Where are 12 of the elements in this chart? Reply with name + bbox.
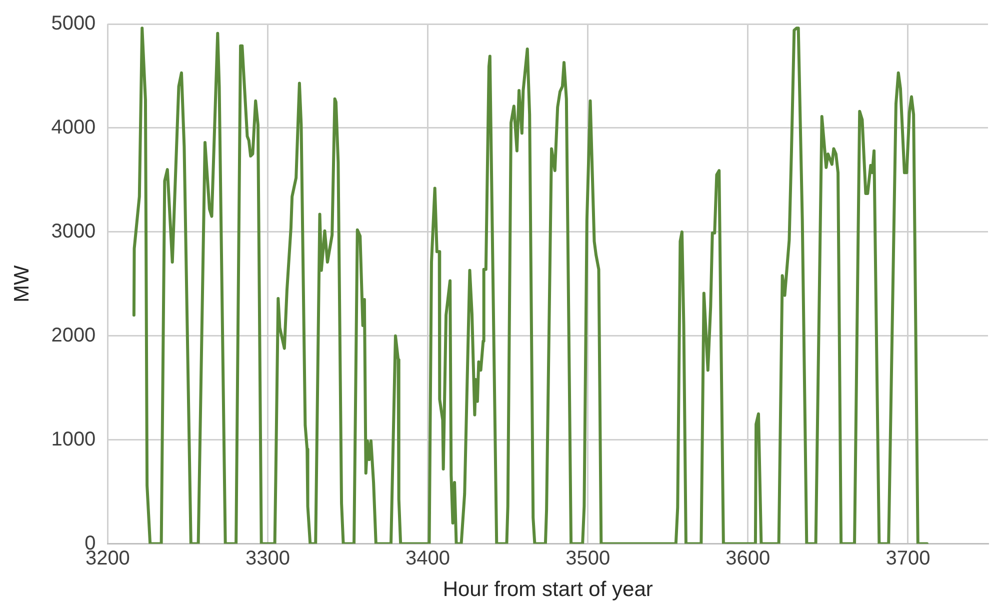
y-tick-label: 4000 bbox=[51, 116, 96, 138]
y-tick-label: 5000 bbox=[51, 12, 96, 35]
x-tick-label: 3500 bbox=[566, 547, 610, 570]
x-tick-label: 3300 bbox=[246, 547, 290, 570]
x-tick-label: 3700 bbox=[886, 547, 930, 570]
x-axis-title: Hour from start of year bbox=[442, 578, 653, 602]
y-tick-label: 3000 bbox=[51, 220, 96, 242]
y-tick-label: 1000 bbox=[51, 428, 96, 450]
x-tick-label: 3600 bbox=[726, 547, 770, 570]
x-tick-label: 3400 bbox=[406, 547, 450, 570]
y-tick-label: 2000 bbox=[51, 324, 96, 346]
y-axis-title: MW bbox=[10, 265, 34, 303]
